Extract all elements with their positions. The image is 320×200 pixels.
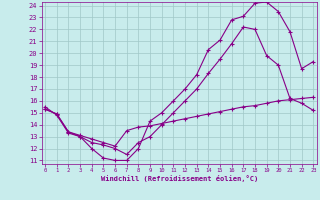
- X-axis label: Windchill (Refroidissement éolien,°C): Windchill (Refroidissement éolien,°C): [100, 175, 258, 182]
